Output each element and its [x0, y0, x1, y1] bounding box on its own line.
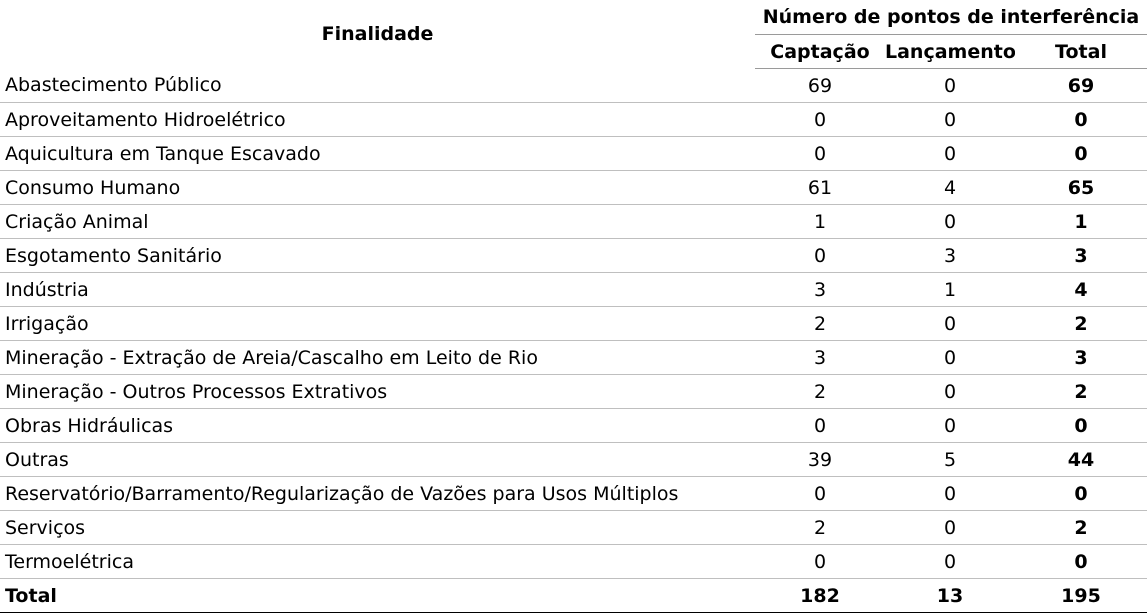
row-total: 3 [1015, 340, 1147, 375]
row-captacao: 0 [755, 544, 885, 579]
row-captacao: 39 [755, 442, 885, 477]
table-header: Finalidade Número de pontos de interferê… [0, 0, 1147, 69]
table-row: Termoelétrica 0 0 0 [0, 544, 1147, 579]
table-row: Consumo Humano 61 4 65 [0, 170, 1147, 205]
row-finalidade: Irrigação [0, 306, 755, 341]
row-lancamento: 0 [885, 408, 1015, 443]
row-lancamento: 4 [885, 170, 1015, 205]
table-row: Abastecimento Público 69 0 69 [0, 68, 1147, 103]
row-total: 2 [1015, 374, 1147, 409]
row-total: 3 [1015, 238, 1147, 273]
row-finalidade: Esgotamento Sanitário [0, 238, 755, 273]
table-row: Esgotamento Sanitário 0 3 3 [0, 238, 1147, 273]
row-captacao: 0 [755, 238, 885, 273]
column-header-finalidade: Finalidade [321, 23, 434, 46]
row-captacao: 2 [755, 374, 885, 409]
row-lancamento: 3 [885, 238, 1015, 273]
row-finalidade: Abastecimento Público [0, 68, 755, 103]
row-captacao: 2 [755, 510, 885, 545]
row-captacao: 1 [755, 204, 885, 239]
totals-row: Total 182 13 195 [0, 578, 1147, 613]
row-total: 2 [1015, 306, 1147, 341]
row-lancamento: 5 [885, 442, 1015, 477]
row-captacao: 69 [755, 68, 885, 103]
totals-total: 195 [1015, 578, 1147, 613]
table-row: Aproveitamento Hidroelétrico 0 0 0 [0, 102, 1147, 137]
row-finalidade: Mineração - Outros Processos Extrativos [0, 374, 755, 409]
column-group-header: Número de pontos de interferência [755, 0, 1147, 35]
row-captacao: 0 [755, 476, 885, 511]
header-row-group: Finalidade Número de pontos de interferê… [0, 0, 1147, 44]
row-total: 2 [1015, 510, 1147, 545]
row-total: 0 [1015, 102, 1147, 137]
row-total: 0 [1015, 544, 1147, 579]
row-lancamento: 0 [885, 544, 1015, 579]
totals-label: Total [0, 578, 755, 613]
row-captacao: 2 [755, 306, 885, 341]
row-captacao: 3 [755, 272, 885, 307]
row-captacao: 0 [755, 408, 885, 443]
row-total: 1 [1015, 204, 1147, 239]
row-finalidade: Consumo Humano [0, 170, 755, 205]
row-lancamento: 0 [885, 374, 1015, 409]
row-total: 0 [1015, 476, 1147, 511]
row-finalidade: Outras [0, 442, 755, 477]
row-total: 44 [1015, 442, 1147, 477]
row-finalidade: Obras Hidráulicas [0, 408, 755, 443]
row-lancamento: 0 [885, 340, 1015, 375]
column-header-captacao: Captação [755, 34, 885, 69]
row-finalidade: Aquicultura em Tanque Escavado [0, 136, 755, 171]
row-lancamento: 0 [885, 306, 1015, 341]
totals-captacao: 182 [755, 578, 885, 613]
row-finalidade: Termoelétrica [0, 544, 755, 579]
row-captacao: 0 [755, 136, 885, 171]
table-body: Abastecimento Público 69 0 69 Aproveitam… [0, 68, 1147, 613]
row-lancamento: 0 [885, 476, 1015, 511]
column-header-lancamento: Lançamento [885, 34, 1015, 69]
table-row: Aquicultura em Tanque Escavado 0 0 0 [0, 136, 1147, 171]
table-row: Outras 39 5 44 [0, 442, 1147, 477]
row-finalidade: Serviços [0, 510, 755, 545]
column-header-total: Total [1015, 34, 1147, 69]
row-total: 4 [1015, 272, 1147, 307]
row-lancamento: 0 [885, 68, 1015, 103]
row-lancamento: 0 [885, 510, 1015, 545]
row-finalidade: Indústria [0, 272, 755, 307]
table-row: Criação Animal 1 0 1 [0, 204, 1147, 239]
row-lancamento: 0 [885, 136, 1015, 171]
row-total: 65 [1015, 170, 1147, 205]
row-finalidade: Mineração - Extração de Areia/Cascalho e… [0, 340, 755, 375]
table-row: Mineração - Extração de Areia/Cascalho e… [0, 340, 1147, 375]
row-finalidade: Aproveitamento Hidroelétrico [0, 102, 755, 137]
totals-lancamento: 13 [885, 578, 1015, 613]
table-row: Reservatório/Barramento/Regularização de… [0, 476, 1147, 511]
table-row: Obras Hidráulicas 0 0 0 [0, 408, 1147, 443]
row-finalidade: Reservatório/Barramento/Regularização de… [0, 476, 755, 511]
row-total: 69 [1015, 68, 1147, 103]
row-lancamento: 1 [885, 272, 1015, 307]
row-captacao: 3 [755, 340, 885, 375]
row-captacao: 61 [755, 170, 885, 205]
row-lancamento: 0 [885, 204, 1015, 239]
table-row: Serviços 2 0 2 [0, 510, 1147, 545]
table-row: Mineração - Outros Processos Extrativos … [0, 374, 1147, 409]
table-row: Irrigação 2 0 2 [0, 306, 1147, 341]
header-row-columns: Captação Lançamento Total [0, 34, 1147, 69]
row-captacao: 0 [755, 102, 885, 137]
row-finalidade: Criação Animal [0, 204, 755, 239]
row-total: 0 [1015, 136, 1147, 171]
table-row: Indústria 3 1 4 [0, 272, 1147, 307]
row-lancamento: 0 [885, 102, 1015, 137]
row-total: 0 [1015, 408, 1147, 443]
